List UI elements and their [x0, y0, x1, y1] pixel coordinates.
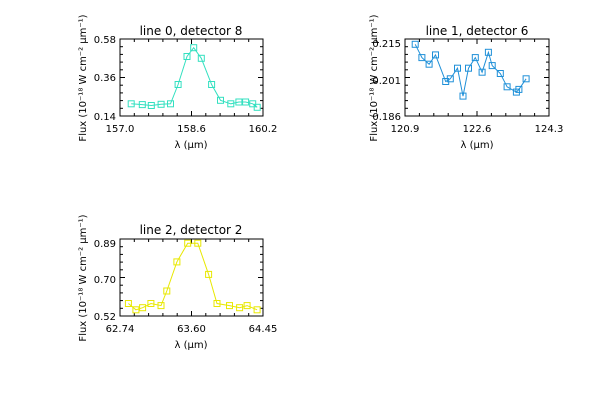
- chart-panel-line-1: line 1, detector 6 λ (μm) Flux (10⁻¹⁸ W …: [369, 14, 563, 151]
- chart-panel-line-0: line 0, detector 8 λ (μm) Flux (10⁻¹⁸ W …: [78, 14, 277, 151]
- data-point: [236, 304, 244, 312]
- data-point: [217, 96, 224, 104]
- data-point: [226, 302, 233, 310]
- data-point: [197, 54, 205, 62]
- data-point: [418, 54, 426, 62]
- y-tick-label: 0.14: [94, 112, 116, 123]
- data-point: [163, 287, 171, 295]
- chart-title: line 0, detector 8: [140, 24, 243, 38]
- data-point: [138, 101, 146, 109]
- y-axis-label: Flux (10⁻¹⁸ W cm⁻² μm⁻¹): [369, 14, 380, 141]
- x-tick-label: 63.60: [177, 324, 206, 335]
- data-point: [184, 239, 192, 247]
- x-tick-label: 157.0: [106, 124, 135, 135]
- data-point: [253, 306, 261, 314]
- data-point: [253, 103, 261, 111]
- x-tick-labels: 120.9 122.6 124.3: [391, 124, 564, 135]
- data-point: [496, 70, 504, 77]
- data-point: [503, 83, 511, 91]
- data-point: [411, 40, 419, 48]
- y-tick-label: 0.215: [372, 39, 401, 50]
- y-tick-label: 0.70: [94, 275, 116, 286]
- y-tick-labels: 0.52 0.70 0.89: [94, 239, 116, 323]
- y-axis-label: Flux (10⁻¹⁸ W cm⁻² μm⁻¹): [78, 214, 89, 341]
- data-point: [174, 81, 182, 88]
- x-tick-label: 158.6: [177, 124, 206, 135]
- data-point: [465, 64, 472, 72]
- x-tick-labels: 157.0 158.6 160.2: [106, 124, 278, 135]
- data-point: [139, 304, 147, 312]
- x-tick-label: 120.9: [391, 124, 420, 135]
- x-tick-label: 124.3: [535, 124, 564, 135]
- data-point: [242, 98, 250, 106]
- series-line: [414, 44, 527, 97]
- data-point: [132, 306, 140, 314]
- data-point: [147, 102, 155, 109]
- series-marks: [127, 44, 261, 111]
- data-point: [471, 54, 479, 62]
- data-point: [167, 100, 174, 108]
- data-point: [147, 300, 155, 307]
- data-point: [194, 239, 202, 247]
- data-point: [173, 258, 181, 266]
- data-point: [432, 51, 439, 59]
- chart-title: line 2, detector 2: [140, 223, 243, 237]
- tick-marks: [119, 238, 264, 317]
- x-axis-label: λ (μm): [460, 140, 493, 151]
- data-point: [183, 53, 191, 60]
- x-tick-label: 122.6: [463, 124, 492, 135]
- data-point: [478, 68, 486, 76]
- x-tick-label: 64.45: [249, 324, 278, 335]
- data-point: [208, 81, 216, 88]
- data-point: [446, 75, 454, 83]
- tick-marks: [404, 38, 550, 117]
- data-point: [205, 270, 213, 278]
- y-axis-label: Flux (10⁻¹⁸ W cm⁻² μm⁻¹): [78, 14, 89, 141]
- data-point: [454, 64, 461, 72]
- x-tick-label: 160.2: [249, 124, 278, 135]
- y-tick-label: 0.186: [372, 112, 401, 123]
- x-tick-label: 62.74: [106, 324, 135, 335]
- series-line: [128, 242, 258, 311]
- chart-panel-line-2: line 2, detector 2 λ (μm) Flux (10⁻¹⁸ W …: [78, 214, 277, 351]
- tick-marks: [119, 38, 264, 117]
- data-point: [425, 60, 433, 68]
- y-tick-label: 0.201: [372, 76, 401, 87]
- y-tick-label: 0.52: [94, 312, 116, 323]
- y-tick-labels: 0.14 0.36 0.58: [94, 35, 116, 123]
- data-point: [484, 48, 492, 56]
- data-point: [522, 75, 530, 83]
- data-point: [235, 98, 243, 106]
- y-tick-label: 0.58: [94, 35, 116, 46]
- plot-frame: [404, 38, 550, 117]
- series-line: [131, 46, 258, 108]
- data-point: [124, 300, 132, 307]
- x-axis-label: λ (μm): [174, 140, 207, 151]
- chart-title: line 1, detector 6: [426, 24, 529, 38]
- data-point: [227, 100, 235, 108]
- y-tick-labels: 0.186 0.201 0.215: [372, 39, 401, 123]
- y-tick-label: 0.89: [94, 239, 116, 250]
- data-point: [459, 92, 467, 100]
- x-axis-label: λ (μm): [174, 340, 207, 351]
- x-tick-labels: 62.74 63.60 64.45: [106, 324, 278, 335]
- data-point: [157, 100, 165, 108]
- data-point: [213, 300, 221, 307]
- series-marks: [124, 239, 261, 314]
- data-point: [157, 302, 165, 310]
- series-marks: [411, 40, 530, 100]
- data-point: [243, 302, 251, 310]
- data-point: [127, 100, 135, 108]
- data-point: [488, 62, 496, 70]
- data-point: [190, 44, 198, 52]
- data-point: [515, 85, 523, 93]
- y-tick-label: 0.36: [94, 73, 116, 84]
